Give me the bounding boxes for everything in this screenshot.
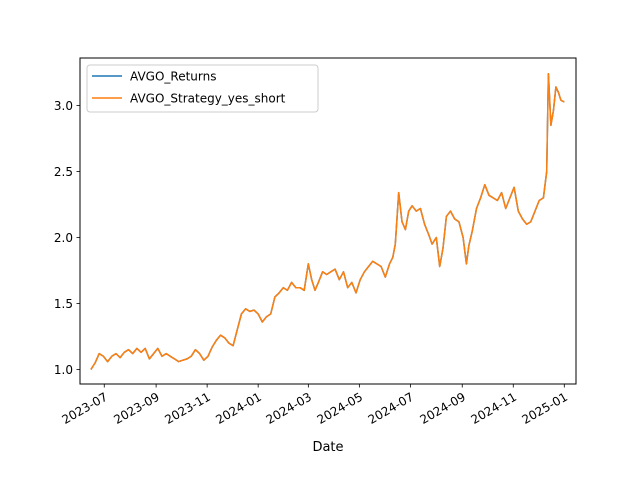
series-line-2 xyxy=(90,73,565,370)
legend-entries: AVGO_Returns AVGO_Strategy_yes_short xyxy=(92,70,286,106)
series-layer xyxy=(90,73,565,370)
x-axis-label: Date xyxy=(312,440,343,455)
legend-label-1: AVGO_Returns xyxy=(130,70,216,84)
y-tick-label: 2.5 xyxy=(54,165,73,179)
y-tick-label: 1.5 xyxy=(54,297,73,311)
y-tick-label: 3.0 xyxy=(54,99,73,113)
legend-label-2: AVGO_Strategy_yes_short xyxy=(130,92,286,106)
y-axis: 1.0 1.5 2.0 2.5 3.0 xyxy=(54,99,80,377)
legend: AVGO_Returns AVGO_Strategy_yes_short xyxy=(86,64,319,113)
y-tick-label: 2.0 xyxy=(54,231,73,245)
y-tick-label: 1.0 xyxy=(54,363,73,377)
legend-frame xyxy=(86,64,319,113)
plot-frame xyxy=(79,57,577,385)
